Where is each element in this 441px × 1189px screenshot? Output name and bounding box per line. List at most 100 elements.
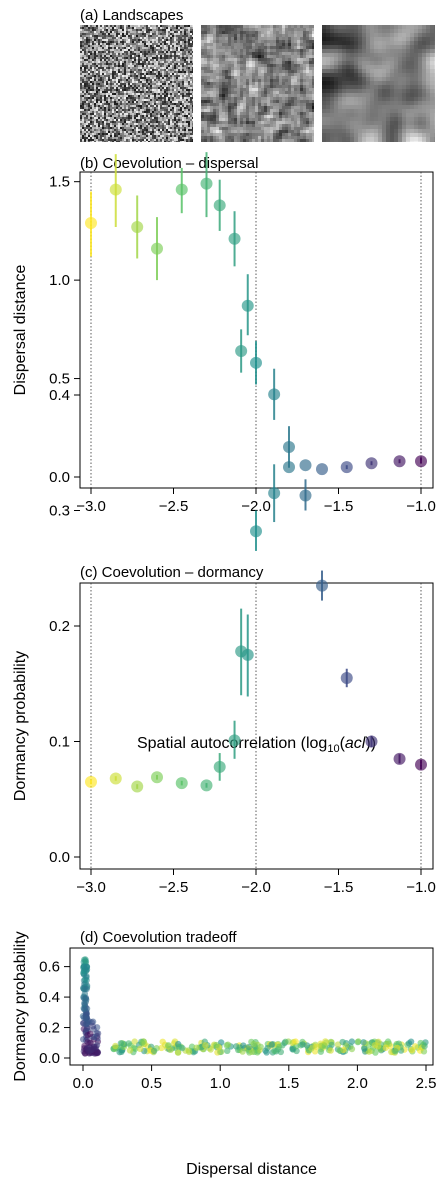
- y-tick-label-d-2: 0.4: [39, 989, 60, 1006]
- y-tick-label-c-1: 0.1: [49, 734, 70, 751]
- tradeoff-point-341: [392, 1048, 399, 1055]
- tradeoff-point-113: [89, 1023, 97, 1030]
- tradeoff-point-325: [248, 1048, 256, 1056]
- data-point-c-5: [200, 779, 213, 792]
- y-axis-label-c: Dormancy probability: [12, 651, 29, 801]
- data-point-c-4: [175, 777, 188, 790]
- tradeoff-point-115: [83, 996, 90, 1003]
- y-tick-label-d-3: 0.6: [39, 959, 60, 976]
- tradeoff-point-381: [365, 1041, 372, 1048]
- tradeoff-point-373: [116, 1048, 123, 1056]
- data-point-b-11: [268, 388, 281, 401]
- x-tick-label-b-0: −3.0: [76, 498, 106, 515]
- y-tick-label-c-4: 0.4: [49, 387, 70, 404]
- tradeoff-point-378: [360, 1039, 367, 1046]
- tradeoff-point-126: [82, 1015, 89, 1022]
- tradeoff-point-389: [421, 1043, 428, 1050]
- tradeoff-point-361: [126, 1047, 134, 1054]
- tradeoff-point-299: [275, 1043, 283, 1050]
- tradeoff-point-116: [82, 980, 89, 987]
- data-point-c-14: [316, 579, 328, 592]
- y-tick-label-d-0: 0.0: [39, 1050, 60, 1067]
- tradeoff-point-377: [202, 1042, 209, 1049]
- tradeoff-point-262: [224, 1041, 232, 1048]
- tradeoff-point-350: [193, 1044, 200, 1051]
- landscape-medium-image: [201, 25, 314, 142]
- tradeoff-point-392: [117, 1040, 125, 1047]
- tradeoff-point-343: [132, 1045, 139, 1052]
- y-tick-label-b-3: 1.5: [49, 174, 70, 191]
- data-point-b-17: [393, 455, 406, 468]
- tradeoff-point-131: [83, 972, 90, 980]
- tradeoff-point-393: [250, 1040, 257, 1048]
- tradeoff-point-385: [328, 1041, 335, 1049]
- tradeoff-point-372: [139, 1039, 146, 1046]
- y-tick-label-c-2: 0.2: [49, 618, 70, 635]
- tradeoff-point-102: [82, 957, 89, 965]
- data-point-b-7: [228, 232, 241, 245]
- data-point-b-16: [365, 457, 378, 470]
- y-tick-label-b-1: 0.5: [49, 371, 70, 388]
- tradeoff-point-272: [174, 1049, 182, 1056]
- data-point-b-15: [340, 461, 353, 474]
- tradeoff-point-386: [361, 1045, 368, 1052]
- x-tick-label-d-2: 1.0: [210, 1075, 231, 1092]
- tradeoff-point-274: [240, 1042, 247, 1049]
- data-point-c-13: [299, 489, 312, 502]
- tradeoff-point-336: [150, 1047, 158, 1055]
- panel-d-title: (d) Coevolution tradeoff: [80, 929, 237, 946]
- tradeoff-point-387: [336, 1047, 344, 1054]
- data-point-b-8: [235, 345, 248, 357]
- tradeoff-point-363: [175, 1043, 183, 1050]
- x-tick-label-d-1: 0.5: [141, 1075, 162, 1092]
- tradeoff-point-136: [83, 963, 91, 970]
- tradeoff-point-321: [292, 1038, 299, 1045]
- data-point-b-4: [175, 183, 188, 196]
- tradeoff-point-346: [317, 1048, 325, 1055]
- data-point-b-18: [415, 455, 427, 468]
- x-tick-label-c-4: −1.0: [406, 879, 436, 896]
- tradeoff-point-388: [327, 1047, 334, 1054]
- tradeoff-point-137: [92, 1043, 99, 1051]
- data-point-c-15: [340, 671, 353, 684]
- data-point-b-2: [131, 220, 144, 233]
- tradeoff-point-382: [137, 1045, 144, 1053]
- tradeoff-point-340: [159, 1038, 166, 1045]
- tradeoff-point-367: [185, 1048, 193, 1056]
- landscape-coarse-image: [322, 25, 435, 142]
- data-point-b-5: [200, 177, 213, 190]
- data-point-b-14: [316, 463, 328, 476]
- x-tick-label-d-0: 0.0: [73, 1075, 94, 1092]
- data-point-b-0: [85, 217, 97, 230]
- tradeoff-point-397: [348, 1045, 356, 1053]
- x-axis-label-c: Spatial autocorrelation (log10(acl)): [137, 735, 376, 755]
- y-tick-label-b-0: 0.0: [49, 469, 70, 486]
- tradeoff-point-96: [94, 1030, 102, 1037]
- x-tick-label-d-3: 1.5: [278, 1075, 299, 1092]
- tradeoff-point-399: [303, 1042, 311, 1049]
- tradeoff-point-139: [83, 1020, 91, 1027]
- data-point-c-18: [415, 758, 427, 771]
- x-tick-label-b-2: −2.0: [241, 498, 271, 515]
- data-point-c-7: [228, 734, 241, 747]
- y-tick-label-c-3: 0.3: [49, 503, 70, 520]
- tradeoff-point-311: [257, 1043, 264, 1050]
- data-point-c-2: [131, 780, 144, 793]
- tradeoff-point-339: [408, 1046, 416, 1054]
- panel-b-title: (b) Coevolution – dispersal: [80, 155, 259, 172]
- x-tick-label-c-1: −2.5: [159, 879, 189, 896]
- tradeoff-point-398: [254, 1049, 261, 1056]
- x-tick-label-c-2: −2.0: [241, 879, 271, 896]
- landscape-fine-image: [80, 25, 193, 142]
- y-tick-label-b-2: 1.0: [49, 272, 70, 289]
- panel-a-title: (a) Landscapes: [80, 7, 184, 24]
- tradeoff-point-117: [83, 985, 90, 993]
- y-axis-label-b: Dispersal distance: [12, 265, 29, 396]
- tradeoff-point-351: [245, 1043, 253, 1051]
- plot-frame-b: [79, 171, 434, 489]
- tradeoff-point-129: [84, 1039, 91, 1046]
- x-tick-label-c-0: −3.0: [76, 879, 106, 896]
- x-tick-label-b-1: −2.5: [159, 498, 189, 515]
- data-point-c-3: [151, 771, 163, 784]
